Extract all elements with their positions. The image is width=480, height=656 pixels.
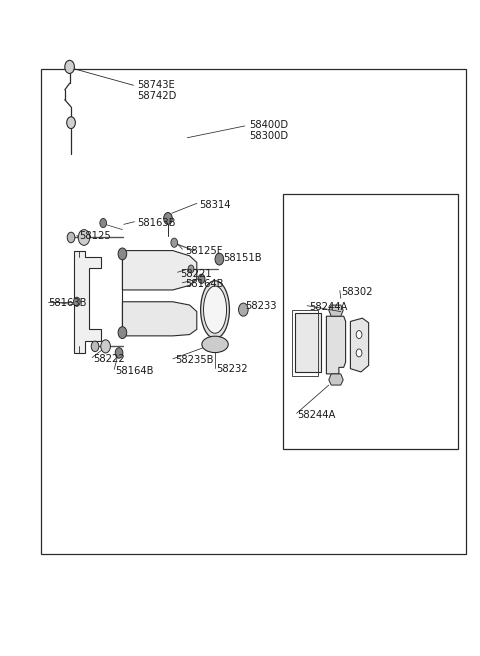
Polygon shape [122, 251, 197, 290]
Circle shape [356, 331, 362, 338]
Circle shape [198, 274, 205, 283]
Circle shape [65, 60, 74, 73]
Bar [283, 194, 458, 449]
Ellipse shape [202, 337, 228, 353]
Polygon shape [350, 318, 369, 372]
Circle shape [115, 348, 123, 358]
Polygon shape [326, 316, 346, 374]
Polygon shape [122, 302, 197, 336]
Polygon shape [329, 374, 343, 385]
Circle shape [215, 253, 224, 265]
Text: 58400D: 58400D [250, 119, 289, 130]
Circle shape [171, 238, 178, 247]
Ellipse shape [204, 286, 227, 333]
Circle shape [78, 230, 90, 245]
Circle shape [100, 218, 107, 228]
Text: 58125F: 58125F [185, 245, 222, 256]
Text: 58300D: 58300D [250, 131, 289, 141]
Circle shape [239, 303, 248, 316]
Circle shape [188, 265, 194, 273]
Circle shape [67, 117, 75, 129]
Circle shape [101, 340, 110, 353]
Text: 58302: 58302 [341, 287, 372, 297]
Circle shape [73, 297, 80, 306]
Circle shape [67, 232, 75, 243]
Polygon shape [74, 251, 101, 353]
Text: 58244A: 58244A [298, 410, 336, 420]
Circle shape [164, 213, 172, 224]
Text: 58164B: 58164B [115, 365, 154, 376]
Bar [292, 310, 318, 376]
Polygon shape [329, 305, 343, 316]
Ellipse shape [201, 281, 229, 338]
Circle shape [118, 248, 127, 260]
Text: 58742D: 58742D [137, 91, 176, 102]
Text: 58244A: 58244A [310, 302, 348, 312]
Text: 58164B: 58164B [185, 279, 223, 289]
Text: 58221: 58221 [180, 268, 212, 279]
Text: 58222: 58222 [94, 354, 125, 365]
Text: 58151B: 58151B [223, 253, 262, 264]
Text: 58163B: 58163B [48, 298, 86, 308]
Circle shape [118, 327, 127, 338]
Text: 58743E: 58743E [137, 80, 175, 91]
Text: 58232: 58232 [216, 364, 248, 375]
Text: 58314: 58314 [199, 199, 231, 210]
Circle shape [356, 349, 362, 357]
Text: 58163B: 58163B [137, 218, 175, 228]
Text: 58125: 58125 [79, 230, 111, 241]
Bar [295, 313, 321, 372]
Text: 58235B: 58235B [175, 355, 214, 365]
Text: 58233: 58233 [245, 301, 276, 312]
Bar [41, 69, 466, 554]
Circle shape [91, 341, 99, 352]
